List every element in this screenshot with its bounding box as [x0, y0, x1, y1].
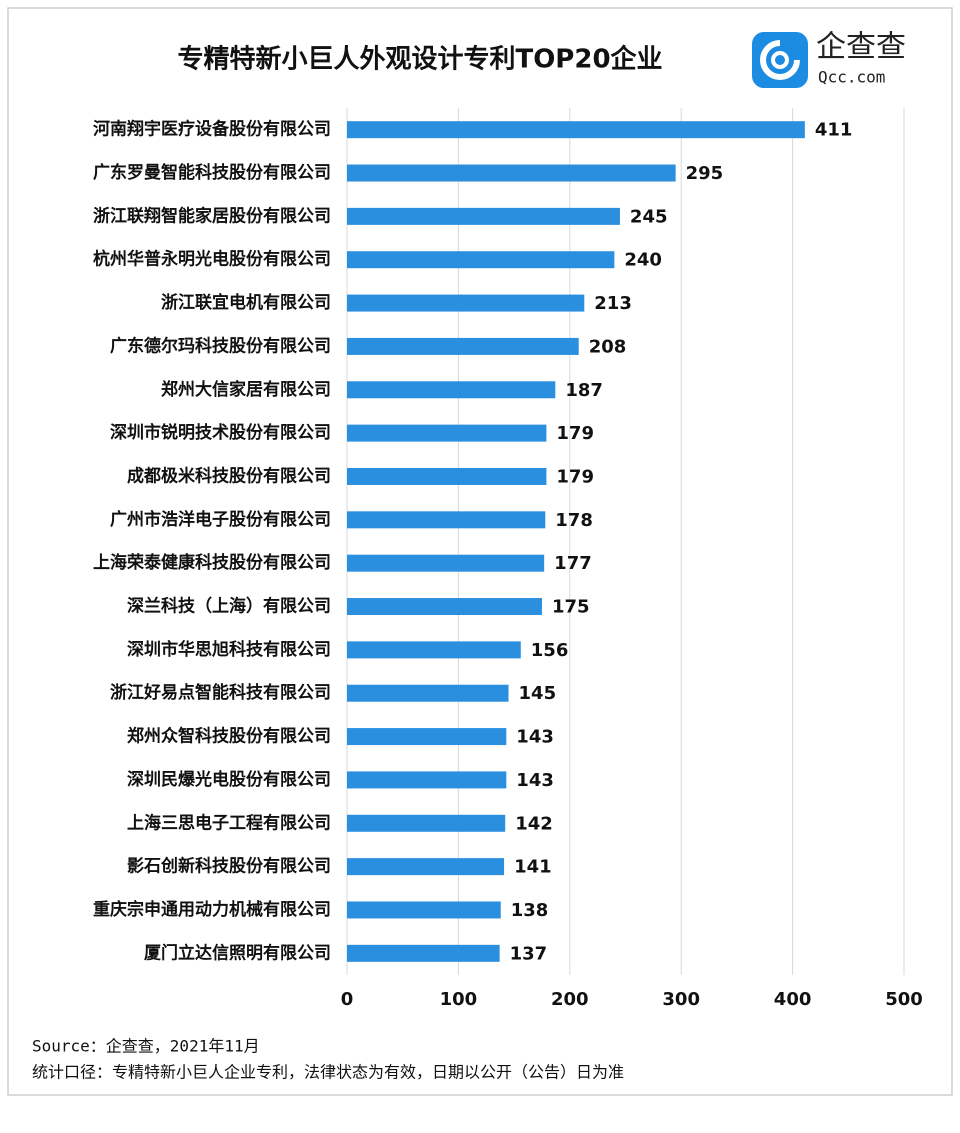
y-tick-label: 浙江好易点智能科技有限公司	[110, 682, 331, 703]
y-tick-label: 上海三思电子工程有限公司	[127, 812, 331, 833]
note: 统计口径：专精特新小巨人企业专利，法律状态为有效，日期以公开（公告）日为准	[32, 1063, 624, 1082]
y-tick-label: 广州市浩洋电子股份有限公司	[110, 509, 331, 530]
value-label: 178	[555, 510, 593, 531]
y-tick-label: 影石创新科技股份有限公司	[127, 856, 331, 877]
chart-title: 专精特新小巨人外观设计专利TOP20企业	[177, 44, 662, 75]
bar	[347, 251, 615, 269]
value-label: 137	[510, 943, 548, 964]
bar	[347, 944, 500, 962]
bar	[347, 337, 579, 355]
value-label: 143	[516, 727, 554, 748]
value-label: 175	[552, 597, 590, 618]
value-label: 213	[594, 293, 632, 314]
y-tick-label: 浙江联翔智能家居股份有限公司	[93, 205, 331, 226]
y-tick-label: 深圳市锐明技术股份有限公司	[110, 422, 331, 443]
bar	[347, 164, 676, 182]
value-label: 143	[516, 770, 554, 791]
logo-mark	[771, 51, 789, 69]
value-label: 138	[511, 900, 549, 921]
bar	[347, 684, 509, 702]
y-tick-label: 深圳市华思旭科技有限公司	[127, 639, 331, 660]
bar	[347, 121, 805, 139]
value-label: 411	[815, 120, 853, 141]
bar	[347, 814, 506, 832]
bar	[347, 641, 521, 659]
bar	[347, 511, 546, 529]
x-tick-label: 200	[551, 989, 589, 1010]
x-tick-label: 0	[341, 989, 354, 1010]
y-tick-label: 上海荣泰健康科技股份有限公司	[93, 552, 331, 573]
y-tick-label: 浙江联宜电机有限公司	[161, 292, 331, 313]
logo-name: 企查查	[816, 30, 906, 65]
y-tick-label: 重庆宗申通用动力机械有限公司	[93, 899, 331, 920]
y-tick-label: 郑州大信家居有限公司	[161, 379, 331, 400]
value-label: 156	[531, 640, 569, 661]
source: Source：企查查，2021年11月	[32, 1037, 260, 1056]
value-label: 179	[556, 423, 594, 444]
value-label: 295	[686, 163, 724, 184]
x-tick-label: 500	[885, 989, 923, 1010]
y-tick-label: 广东德尔玛科技股份有限公司	[110, 335, 331, 356]
bar	[347, 598, 542, 616]
y-tick-label: 杭州华普永明光电股份有限公司	[93, 249, 331, 270]
value-label: 187	[565, 380, 603, 401]
bar	[347, 901, 501, 919]
bar	[347, 728, 507, 746]
value-label: 145	[519, 683, 557, 704]
logo-mark	[760, 40, 800, 80]
logo-site: Qcc.com	[818, 68, 885, 87]
y-tick-label: 厦门立达信照明有限公司	[144, 942, 331, 963]
bar	[347, 381, 556, 399]
y-tick-label: 成都极米科技股份有限公司	[127, 465, 331, 486]
bar	[347, 207, 620, 225]
bar	[347, 858, 505, 876]
value-label: 179	[556, 466, 594, 487]
bar	[347, 424, 547, 442]
bar	[347, 294, 585, 312]
logo: 企查查 Qcc.com	[752, 30, 906, 88]
x-tick-label: 100	[440, 989, 478, 1010]
value-label: 240	[624, 250, 662, 271]
x-tick-label: 400	[774, 989, 812, 1010]
value-label: 177	[554, 553, 592, 574]
y-tick-label: 深兰科技（上海）有限公司	[127, 596, 331, 617]
value-label: 142	[515, 813, 553, 834]
y-tick-label: 广东罗曼智能科技股份有限公司	[93, 162, 331, 183]
y-tick-label: 深圳民爆光电股份有限公司	[127, 769, 331, 790]
bar	[347, 467, 547, 485]
value-label: 141	[514, 857, 552, 878]
y-tick-label: 郑州众智科技股份有限公司	[127, 726, 331, 747]
y-tick-label: 河南翔宇医疗设备股份有限公司	[93, 119, 331, 140]
value-label: 245	[630, 206, 668, 227]
chart-frame	[7, 7, 953, 1096]
x-tick-label: 300	[662, 989, 700, 1010]
bar	[347, 554, 545, 572]
bar	[347, 771, 507, 789]
value-label: 208	[589, 336, 627, 357]
